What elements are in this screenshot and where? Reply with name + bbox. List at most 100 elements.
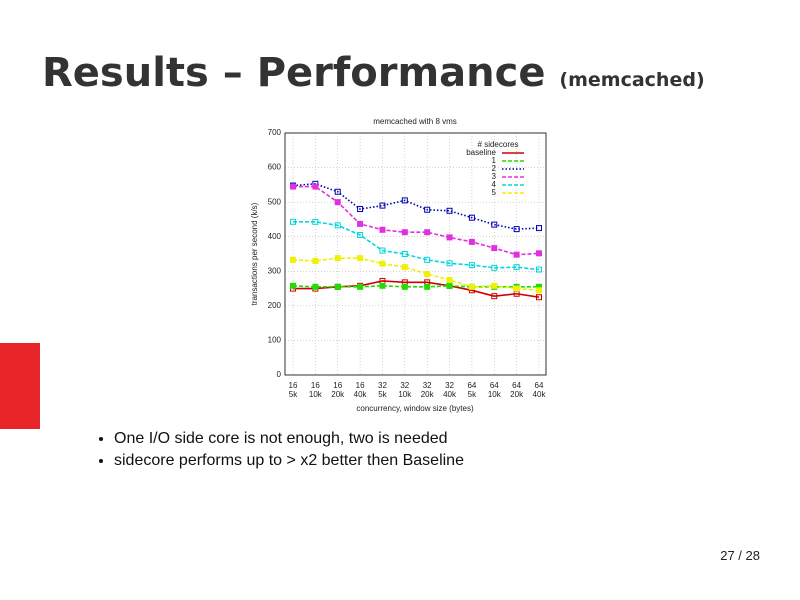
point: [401, 229, 408, 236]
point: [446, 234, 453, 241]
legend-title: # sidecores: [478, 140, 519, 149]
point: [446, 282, 453, 289]
x-tick-label: 64: [490, 381, 499, 390]
point: [536, 250, 542, 257]
point: [312, 257, 319, 264]
point: [401, 283, 408, 290]
y-tick-label: 700: [268, 128, 282, 137]
y-tick-label: 500: [268, 197, 282, 206]
y-tick-label: 300: [268, 266, 282, 275]
x-tick-label: 40k: [354, 390, 368, 399]
point: [491, 245, 498, 252]
x-tick-label: 5k: [378, 390, 387, 399]
point: [446, 260, 453, 267]
point: [468, 214, 475, 221]
x-tick-label: 32: [445, 381, 454, 390]
accent-bar: [0, 343, 40, 429]
point: [401, 251, 408, 257]
x-tick-label: 40k: [443, 390, 457, 399]
point: [491, 293, 498, 300]
point: [290, 218, 296, 225]
point: [446, 276, 453, 283]
point: [536, 287, 542, 294]
legend-label: 1: [492, 156, 497, 165]
x-tick-label: 10k: [398, 390, 412, 399]
x-tick-label: 10k: [488, 390, 502, 399]
point: [357, 206, 364, 213]
x-tick-label: 16: [289, 381, 298, 390]
x-tick-label: 5k: [468, 390, 477, 399]
x-tick-label: 64: [512, 381, 521, 390]
x-tick-label: 64: [535, 381, 544, 390]
legend-label: 2: [492, 164, 497, 173]
slide-title: Results – Performance (memcached): [42, 50, 705, 96]
series-line: [292, 257, 540, 292]
point: [312, 283, 319, 290]
point: [424, 283, 431, 290]
legend-label: 4: [492, 180, 497, 189]
series-line: [293, 280, 540, 299]
point: [334, 222, 341, 229]
x-tick-label: 20k: [510, 390, 524, 399]
point: [513, 251, 520, 258]
x-tick-label: 32: [423, 381, 432, 390]
point: [424, 271, 431, 278]
x-tick-label: 16: [311, 381, 320, 390]
y-tick-label: 0: [277, 370, 282, 379]
point: [468, 238, 475, 245]
page-number: 27 / 28: [720, 548, 760, 563]
point: [357, 231, 364, 238]
point: [536, 294, 542, 301]
legend-label: 5: [492, 188, 497, 197]
point: [290, 282, 296, 289]
point: [468, 283, 475, 290]
y-axis-label: transactions per second (k/s): [250, 202, 259, 305]
point: [379, 260, 386, 267]
point: [357, 255, 364, 262]
point: [312, 183, 319, 190]
bullet-list: One I/O side core is not enough, two is …: [92, 428, 464, 472]
point: [536, 266, 542, 273]
series-line: [293, 185, 540, 256]
point: [491, 221, 498, 228]
point: [334, 199, 341, 206]
bullet: One I/O side core is not enough, two is …: [114, 428, 464, 450]
point: [446, 207, 453, 214]
legend-label: baseline: [466, 148, 496, 157]
series-line: [293, 221, 540, 271]
point: [513, 264, 520, 271]
point: [312, 218, 319, 225]
y-tick-label: 600: [268, 163, 282, 172]
x-tick-label: 32: [378, 381, 387, 390]
legend-label: 3: [492, 172, 497, 181]
point: [290, 183, 296, 190]
x-tick-label: 40k: [533, 390, 547, 399]
x-tick-label: 64: [467, 381, 476, 390]
point: [334, 255, 341, 262]
point: [468, 262, 475, 269]
x-tick-label: 10k: [309, 390, 323, 399]
title-sub: (memcached): [559, 69, 705, 91]
point: [290, 256, 296, 263]
title-main: Results – Performance: [42, 50, 546, 96]
x-tick-label: 16: [356, 381, 365, 390]
point: [513, 285, 520, 292]
x-tick-label: 5k: [289, 390, 298, 399]
point: [334, 188, 341, 195]
point: [424, 256, 431, 263]
x-tick-label: 16: [333, 381, 342, 390]
point: [379, 226, 386, 233]
point: [401, 264, 408, 271]
point: [424, 229, 431, 236]
x-tick-label: 32: [400, 381, 409, 390]
chart-title: memcached with 8 vms: [373, 117, 457, 126]
y-tick-label: 100: [268, 336, 282, 345]
y-tick-label: 200: [268, 301, 282, 310]
series-line: [292, 183, 540, 230]
point: [379, 247, 386, 254]
point: [379, 202, 386, 209]
x-tick-label: 20k: [421, 390, 435, 399]
point: [379, 282, 386, 289]
